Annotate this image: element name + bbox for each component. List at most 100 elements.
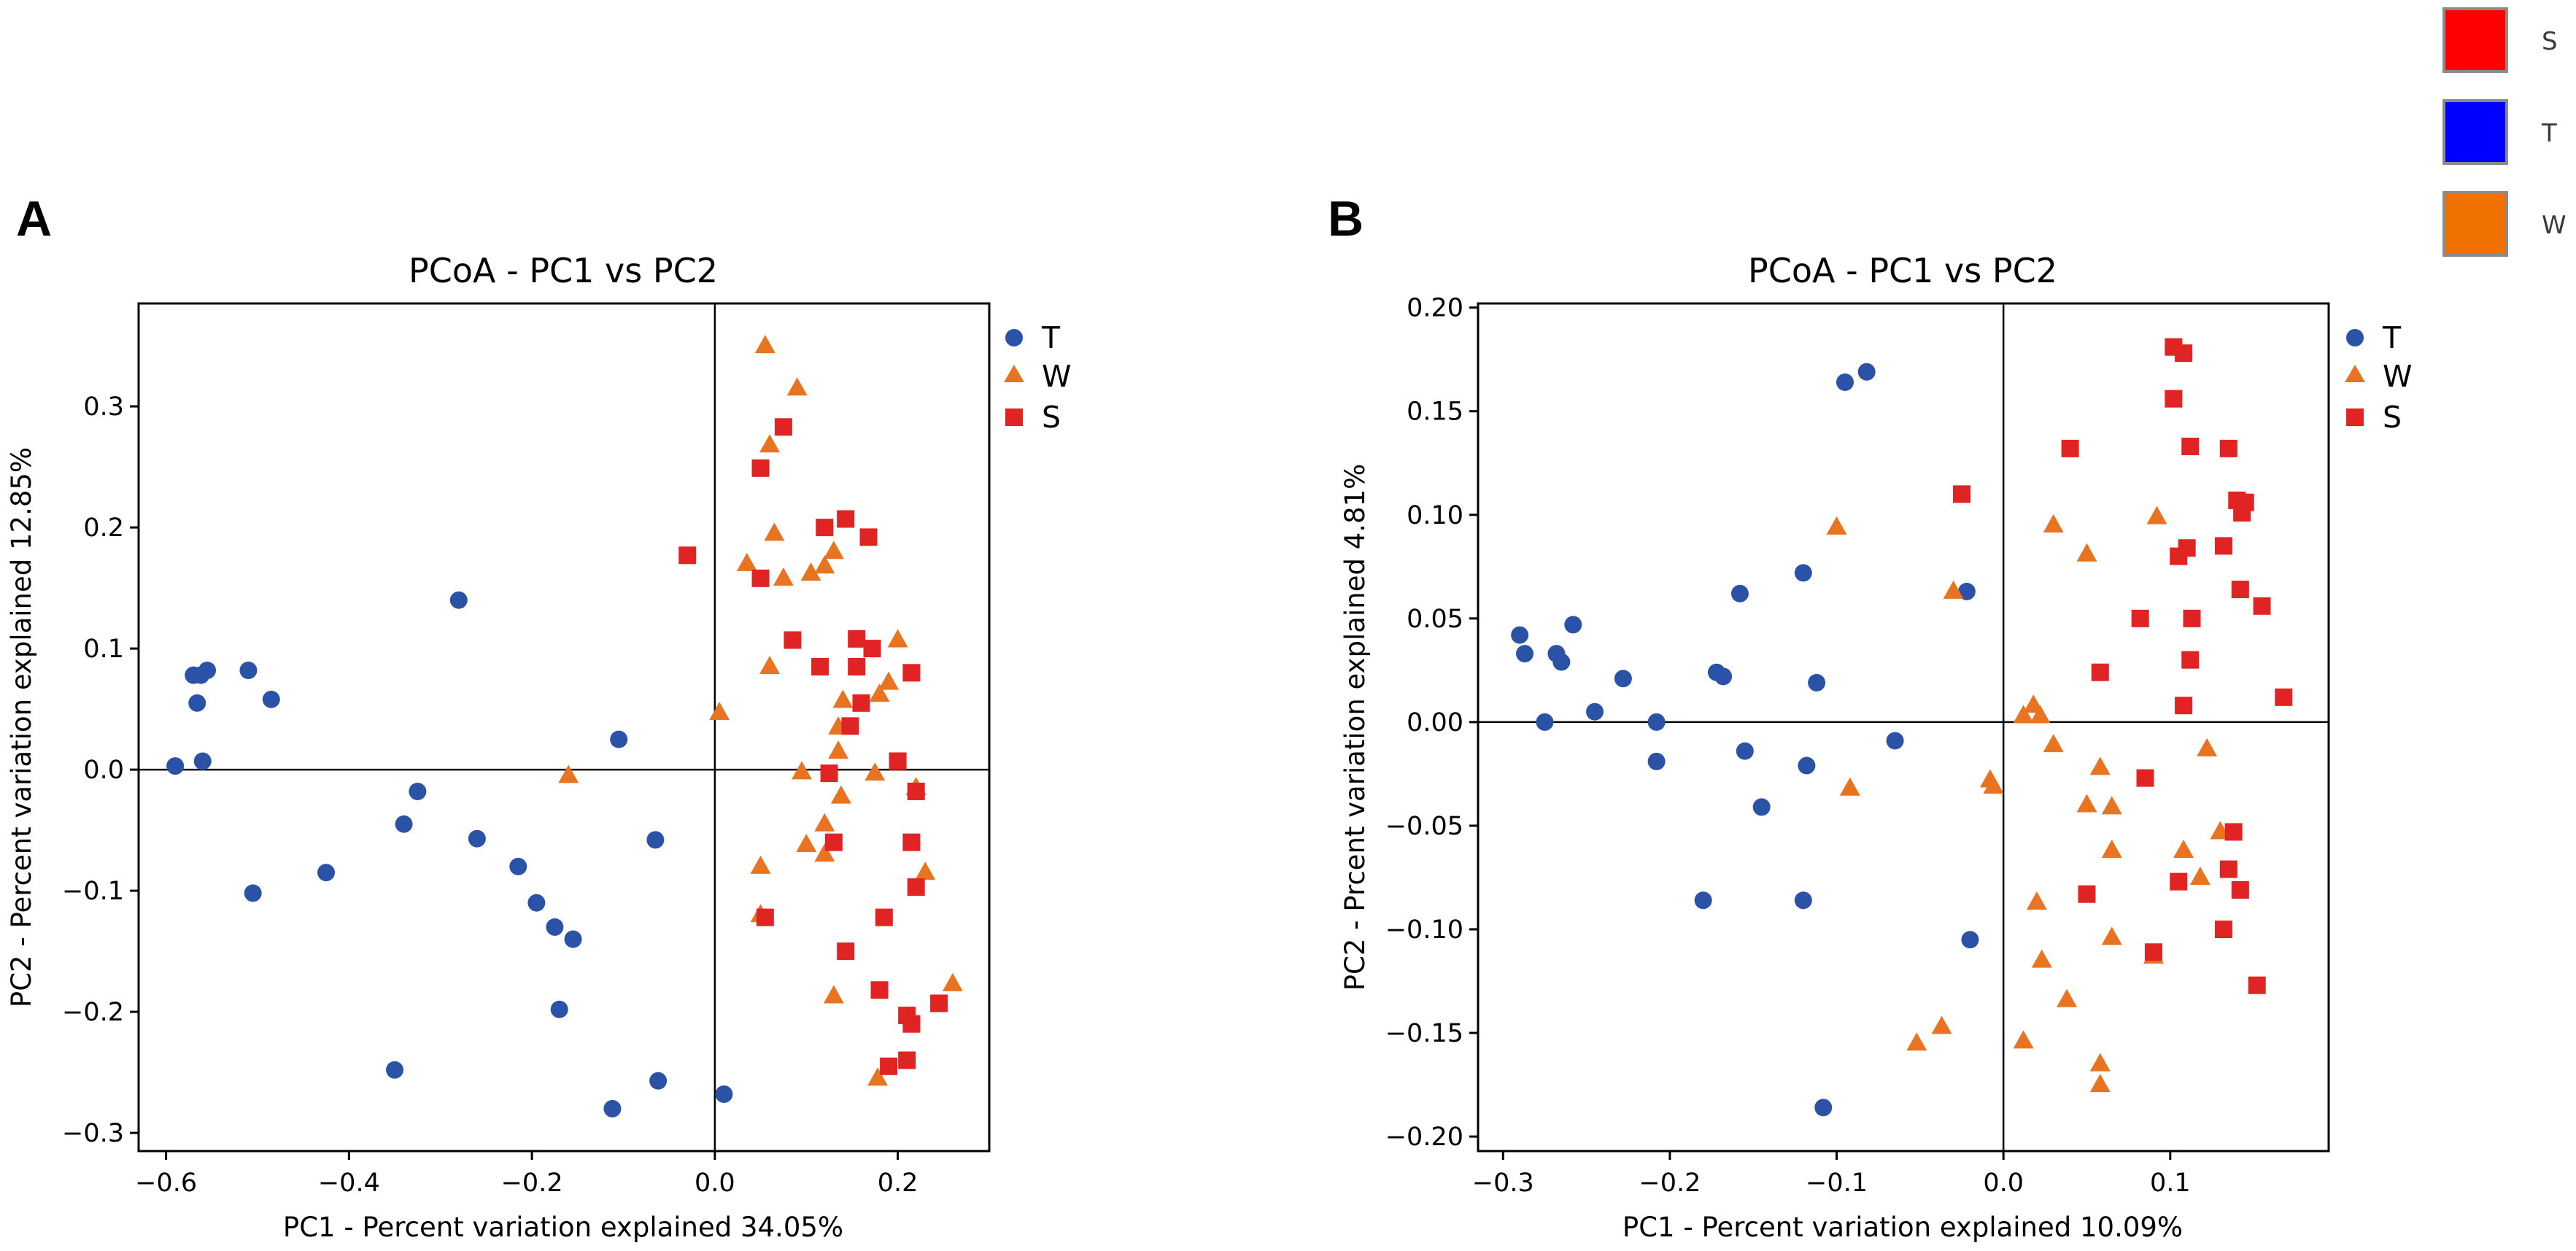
point-w-a-2	[759, 434, 781, 453]
point-w-a-11	[869, 683, 890, 702]
point-s-a-1	[774, 418, 792, 436]
point-s-a-14	[841, 717, 859, 735]
y-tick-label-b-5: 0.05	[1407, 605, 1463, 634]
legend-label-w-a: W	[1042, 359, 1072, 394]
key-label-w: W	[2542, 211, 2567, 240]
point-t-b-4	[1564, 616, 1582, 634]
point-s-b-20	[2275, 688, 2293, 706]
point-s-b-27	[2144, 943, 2162, 961]
point-s-b-26	[2078, 885, 2096, 903]
point-w-a-25	[915, 861, 936, 880]
point-t-a-7	[262, 690, 280, 708]
point-t-b-22	[1961, 931, 1979, 949]
y-tick-label-a-2: −0.1	[62, 877, 124, 906]
point-t-b-13	[1736, 742, 1754, 760]
legend-a: T W S	[1004, 320, 1072, 435]
y-tick-label-a-1: −0.2	[62, 998, 124, 1027]
point-w-b-13	[2101, 796, 2122, 815]
y-tick-label-b-1: −0.15	[1385, 1019, 1463, 1048]
point-w-a-3	[764, 522, 785, 541]
point-w-b-25	[1906, 1032, 1927, 1051]
point-w-a-15	[759, 656, 781, 674]
point-s-a-10	[848, 658, 866, 675]
x-tick-label-a-4: 0.2	[878, 1169, 918, 1198]
point-w-a-7	[814, 555, 835, 574]
point-s-a-24	[870, 981, 889, 999]
point-t-a-19	[610, 730, 628, 748]
legend-b: T W S	[2345, 320, 2413, 435]
point-s-a-5	[859, 528, 878, 546]
x-tick-label-a-1: −0.4	[318, 1169, 380, 1198]
y-tick-label-a-4: 0.1	[83, 635, 124, 664]
point-w-b-15	[2197, 737, 2218, 756]
point-t-a-23	[603, 1099, 622, 1118]
point-w-a-10	[878, 671, 900, 690]
point-s-b-22	[2224, 823, 2243, 841]
point-t-b-18	[1794, 891, 1812, 910]
point-t-a-9	[317, 864, 336, 882]
key-label-s: S	[2542, 27, 2558, 56]
panel-letter-b: B	[1328, 191, 1364, 247]
point-s-a-16	[820, 764, 838, 783]
point-s-a-29	[898, 1051, 916, 1069]
point-s-a-25	[930, 994, 948, 1012]
point-t-a-21	[386, 1061, 404, 1079]
point-s-a-12	[902, 664, 921, 682]
point-w-b-17	[2101, 840, 2122, 859]
legend-marker-t-b	[2346, 329, 2364, 346]
point-t-a-5	[193, 752, 212, 770]
point-s-b-4	[2165, 390, 2183, 408]
panel-b: B PCoA - PC1 vs PC2 −0.3 −0.2 −0.1 0.0 0.1−0…	[1328, 191, 2413, 1243]
point-s-b-17	[2091, 663, 2109, 681]
point-s-a-18	[824, 833, 843, 851]
point-t-a-6	[239, 661, 258, 679]
point-s-a-28	[880, 1057, 898, 1075]
point-w-a-21	[814, 813, 835, 832]
legend-label-s-a: S	[1042, 400, 1061, 435]
point-t-b-6	[1586, 702, 1604, 721]
panel-a: A PCoA - PC1 vs PC2 −0.6 −0.4 −0.2 0.0 0.2−0…	[6, 191, 1072, 1243]
key-swatch-t	[2442, 99, 2508, 165]
point-w-b-7	[2030, 705, 2051, 724]
point-t-a-15	[527, 894, 546, 912]
legend-label-w-b: W	[2383, 359, 2413, 394]
point-w-b-29	[2089, 1074, 2111, 1093]
point-s-b-28	[2214, 921, 2232, 939]
x-axis-label-a: PC1 - Percent variation explained 34.05%	[283, 1212, 843, 1243]
point-t-a-17	[564, 930, 582, 948]
legend-label-t-b: T	[2382, 320, 2402, 355]
point-t-a-22	[649, 1072, 668, 1090]
point-s-b-16	[2131, 609, 2149, 627]
point-w-b-26	[2013, 1030, 2034, 1049]
point-w-a-30	[867, 1067, 889, 1086]
point-s-a-27	[902, 1015, 921, 1033]
key-label-t: T	[2541, 119, 2557, 148]
point-t-b-7	[1614, 670, 1632, 688]
y-tick-label-b-8: 0.20	[1407, 294, 1463, 323]
point-w-b-24	[1931, 1015, 1952, 1034]
x-tick-label-a-3: 0.0	[695, 1169, 735, 1198]
point-w-b-16	[2173, 840, 2194, 859]
key-swatch-s	[2442, 7, 2508, 73]
color-key: S T W	[2442, 7, 2567, 257]
point-w-a-9	[887, 629, 908, 648]
point-t-a-18	[550, 1000, 568, 1018]
point-s-a-3	[816, 519, 834, 537]
point-t-b-25	[1857, 363, 1876, 381]
point-s-a-11	[811, 658, 829, 675]
y-tick-label-a-6: 0.3	[83, 392, 124, 422]
legend-marker-t-a	[1005, 329, 1023, 346]
point-t-a-20	[646, 831, 665, 849]
y-tick-label-b-6: 0.10	[1407, 501, 1463, 530]
point-s-b-29	[2248, 976, 2266, 994]
key-swatch-w	[2442, 191, 2508, 257]
point-t-a-3	[188, 694, 206, 712]
y-tick-label-b-7: 0.15	[1407, 398, 1463, 427]
point-w-b-4	[1983, 775, 2004, 794]
x-tick-label-a-2: −0.2	[501, 1169, 563, 1198]
point-w-b-9	[2043, 514, 2064, 532]
point-t-b-20	[1886, 732, 1904, 750]
point-s-b-21	[2136, 769, 2154, 787]
point-w-a-18	[865, 762, 886, 781]
point-s-a-22	[756, 908, 774, 926]
